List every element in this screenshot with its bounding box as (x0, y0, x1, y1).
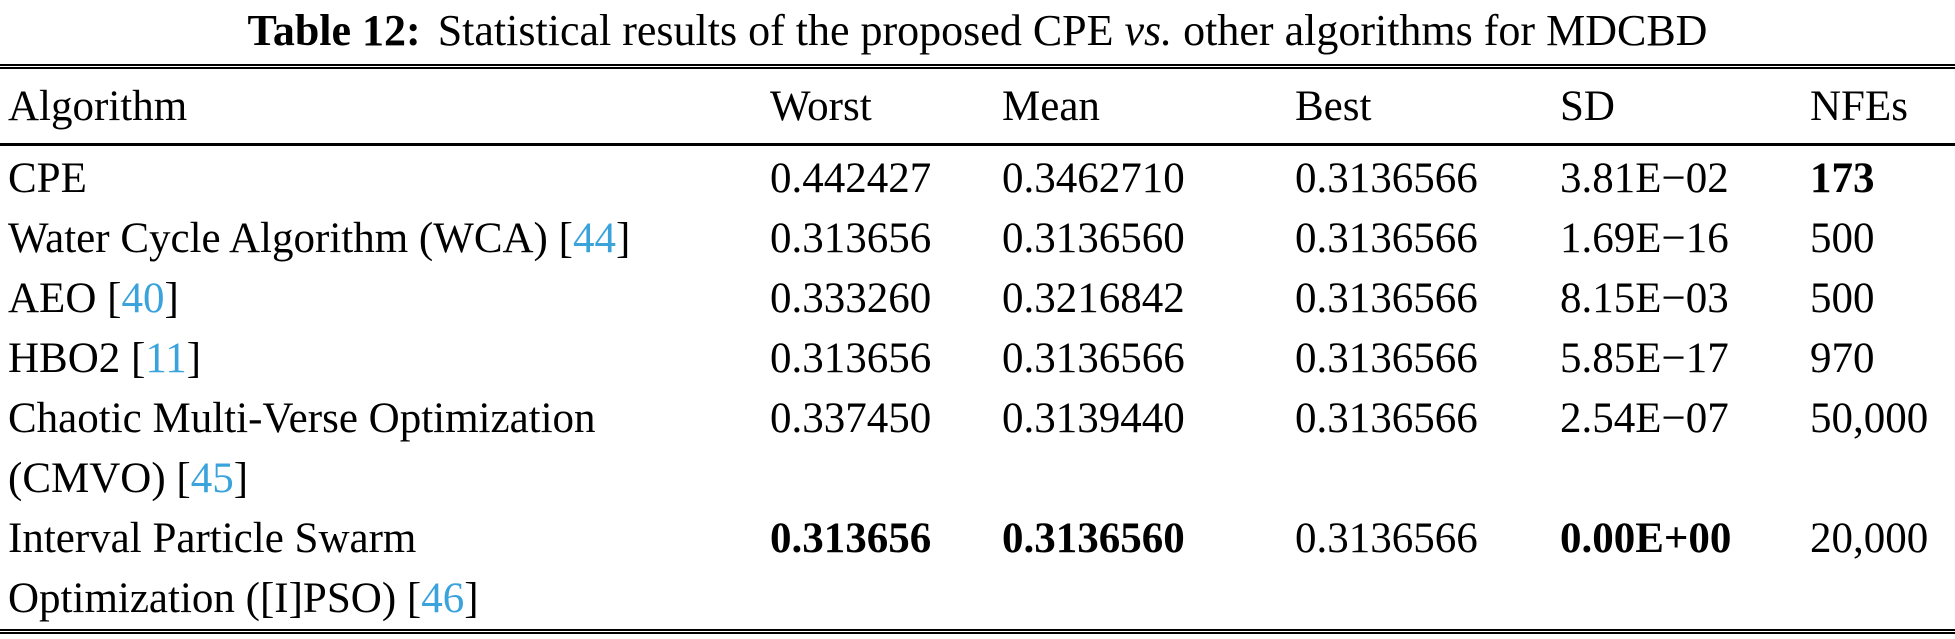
table-top-rule (0, 64, 1955, 69)
algorithm-cell: Water Cycle Algorithm (WCA) [44] (0, 209, 770, 269)
best-value: 0.3136566 (1295, 335, 1478, 382)
sd-value: 5.85E−17 (1560, 335, 1729, 382)
sd-value: 3.81E−02 (1560, 155, 1729, 202)
worst-value: 0.313656 (770, 215, 932, 262)
worst-value: 0.313656 (770, 335, 932, 382)
nfes-value: 50,000 (1810, 395, 1929, 442)
col-header-nfes: NFEs (1810, 82, 1908, 130)
col-header-worst: Worst (770, 82, 872, 130)
mean-value: 0.3136560 (1002, 515, 1185, 562)
citation-link[interactable]: 46 (421, 575, 465, 622)
col-header-algorithm: Algorithm (8, 82, 188, 130)
algorithm-name: CPE (8, 155, 87, 202)
nfes-value: 20,000 (1810, 515, 1929, 562)
results-table-body: CPE 0.442427 0.3462710 0.3136566 3.81E−0… (0, 146, 1955, 629)
worst-value: 0.333260 (770, 275, 932, 322)
algorithm-cell: HBO2 [11] (0, 329, 770, 389)
citation-link[interactable]: 45 (190, 455, 234, 502)
best-value: 0.3136566 (1295, 155, 1478, 202)
table-caption-tail: other algorithms for MDCBD (1172, 6, 1708, 55)
mean-value: 0.3136566 (1002, 335, 1185, 382)
algorithm-cell: CPE (0, 146, 770, 209)
nfes-value: 500 (1810, 275, 1875, 322)
algorithm-name: Chaotic Multi-Verse Optimization (8, 395, 596, 442)
table-row-aeo: AEO [40] 0.333260 0.3216842 0.3136566 8.… (0, 269, 1955, 329)
sd-value: 2.54E−07 (1560, 395, 1729, 442)
col-header-mean: Mean (1002, 82, 1100, 130)
mean-value: 0.3216842 (1002, 275, 1185, 322)
mean-value: 0.3139440 (1002, 395, 1185, 442)
best-value: 0.3136566 (1295, 275, 1478, 322)
algorithm-name: HBO2 [11] (8, 335, 202, 382)
citation-link[interactable]: 40 (121, 275, 165, 322)
algorithm-name: AEO [40] (8, 275, 179, 322)
algorithm-cell: Interval Particle Swarm Optimization ([I… (0, 509, 770, 629)
table-row-ipso: Interval Particle Swarm Optimization ([I… (0, 509, 1955, 629)
algorithm-name-line2: (CMVO) [45] (8, 455, 249, 502)
results-table: Algorithm Worst Mean Best SD NFEs (0, 69, 1955, 143)
worst-value: 0.337450 (770, 395, 932, 442)
algorithm-cell: AEO [40] (0, 269, 770, 329)
table-header-rule (0, 143, 1955, 146)
table-caption-vs: vs. (1124, 6, 1173, 55)
table-row-cmvo: Chaotic Multi-Verse Optimization (CMVO) … (0, 389, 1955, 509)
sd-value: 1.69E−16 (1560, 215, 1729, 262)
table-caption-text: Statistical results of the proposed CPE (426, 6, 1125, 55)
best-value: 0.3136566 (1295, 395, 1478, 442)
algorithm-name: Water Cycle Algorithm (WCA) [44] (8, 215, 631, 262)
table-row-cpe: CPE 0.442427 0.3462710 0.3136566 3.81E−0… (0, 146, 1955, 209)
citation-link[interactable]: 11 (145, 335, 187, 382)
sd-value: 8.15E−03 (1560, 275, 1729, 322)
mean-value: 0.3136560 (1002, 215, 1185, 262)
citation-link[interactable]: 44 (572, 215, 616, 262)
nfes-value: 173 (1810, 155, 1875, 202)
mean-value: 0.3462710 (1002, 155, 1185, 202)
table-caption-label: Table 12: (247, 6, 421, 55)
col-header-sd: SD (1560, 82, 1615, 130)
nfes-value: 500 (1810, 215, 1875, 262)
worst-value: 0.442427 (770, 155, 932, 202)
best-value: 0.3136566 (1295, 515, 1478, 562)
worst-value: 0.313656 (770, 515, 932, 562)
best-value: 0.3136566 (1295, 215, 1478, 262)
table-header-row: Algorithm Worst Mean Best SD NFEs (0, 69, 1955, 143)
table-row-wca: Water Cycle Algorithm (WCA) [44] 0.31365… (0, 209, 1955, 269)
sd-value: 0.00E+00 (1560, 515, 1732, 562)
nfes-value: 970 (1810, 335, 1875, 382)
table-caption: Table 12: Statistical results of the pro… (0, 0, 1955, 64)
table-row-hbo2: HBO2 [11] 0.313656 0.3136566 0.3136566 5… (0, 329, 1955, 389)
algorithm-name-line2: Optimization ([I]PSO) [46] (8, 575, 479, 622)
algorithm-name: Interval Particle Swarm (8, 515, 417, 562)
table-bottom-rule (0, 629, 1955, 634)
col-header-best: Best (1295, 82, 1372, 130)
algorithm-cell: Chaotic Multi-Verse Optimization (CMVO) … (0, 389, 770, 509)
